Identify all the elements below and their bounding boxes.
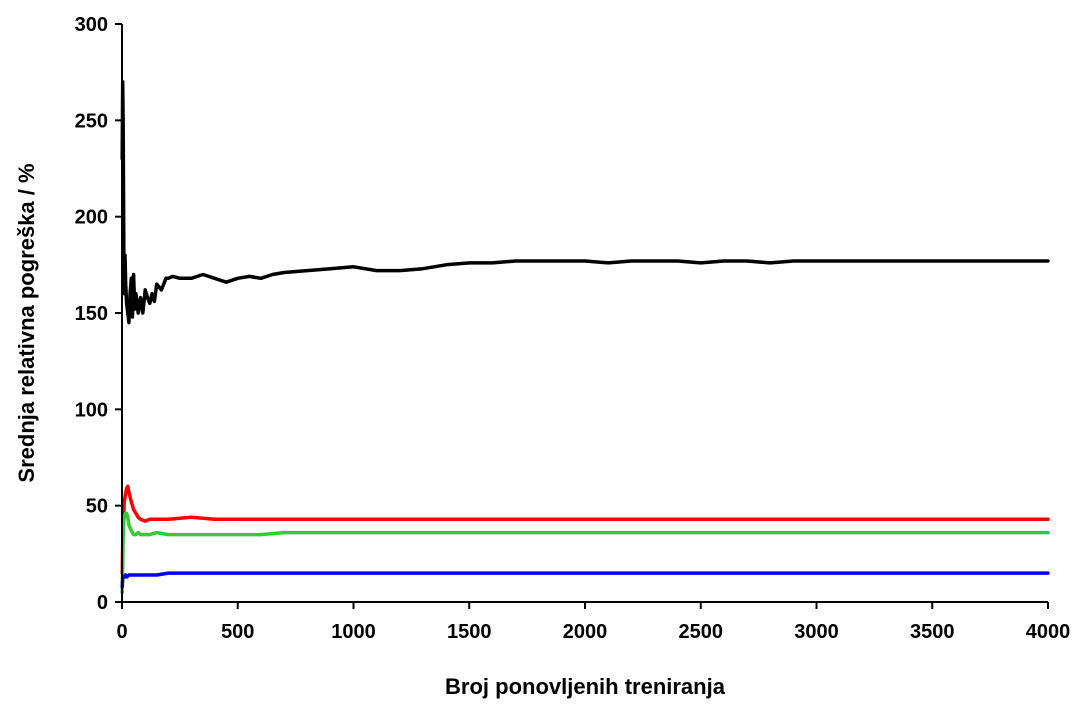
x-tick-label: 4000 <box>1026 621 1071 643</box>
series-line-3 <box>120 571 1050 589</box>
y-tick-label: 100 <box>75 399 108 421</box>
x-tick-label: 2000 <box>563 621 608 643</box>
x-tick-label: 3500 <box>910 621 955 643</box>
axes-layer <box>121 24 1048 603</box>
x-tick-label: 2500 <box>679 621 724 643</box>
x-tick-label: 1500 <box>447 621 492 643</box>
x-tick-label: 3000 <box>794 621 839 643</box>
series-layer <box>120 80 1050 595</box>
y-tick-label: 250 <box>75 110 108 132</box>
series-line-1 <box>120 484 1050 575</box>
series-line-0 <box>120 80 1050 325</box>
x-axis-title: Broj ponovljenih treniranja <box>445 674 726 699</box>
y-axis-title: Srednja relativna pogreška / % <box>14 163 39 482</box>
y-tick-label: 50 <box>86 496 108 518</box>
y-tick-label: 300 <box>75 14 108 36</box>
y-tick-label: 200 <box>75 207 108 229</box>
x-tick-label: 500 <box>221 621 254 643</box>
series-line-2 <box>120 511 1050 595</box>
x-tick-label: 0 <box>116 621 127 643</box>
y-tick-label: 0 <box>97 592 108 614</box>
y-tick-label: 150 <box>75 303 108 325</box>
x-tick-label: 1000 <box>331 621 376 643</box>
